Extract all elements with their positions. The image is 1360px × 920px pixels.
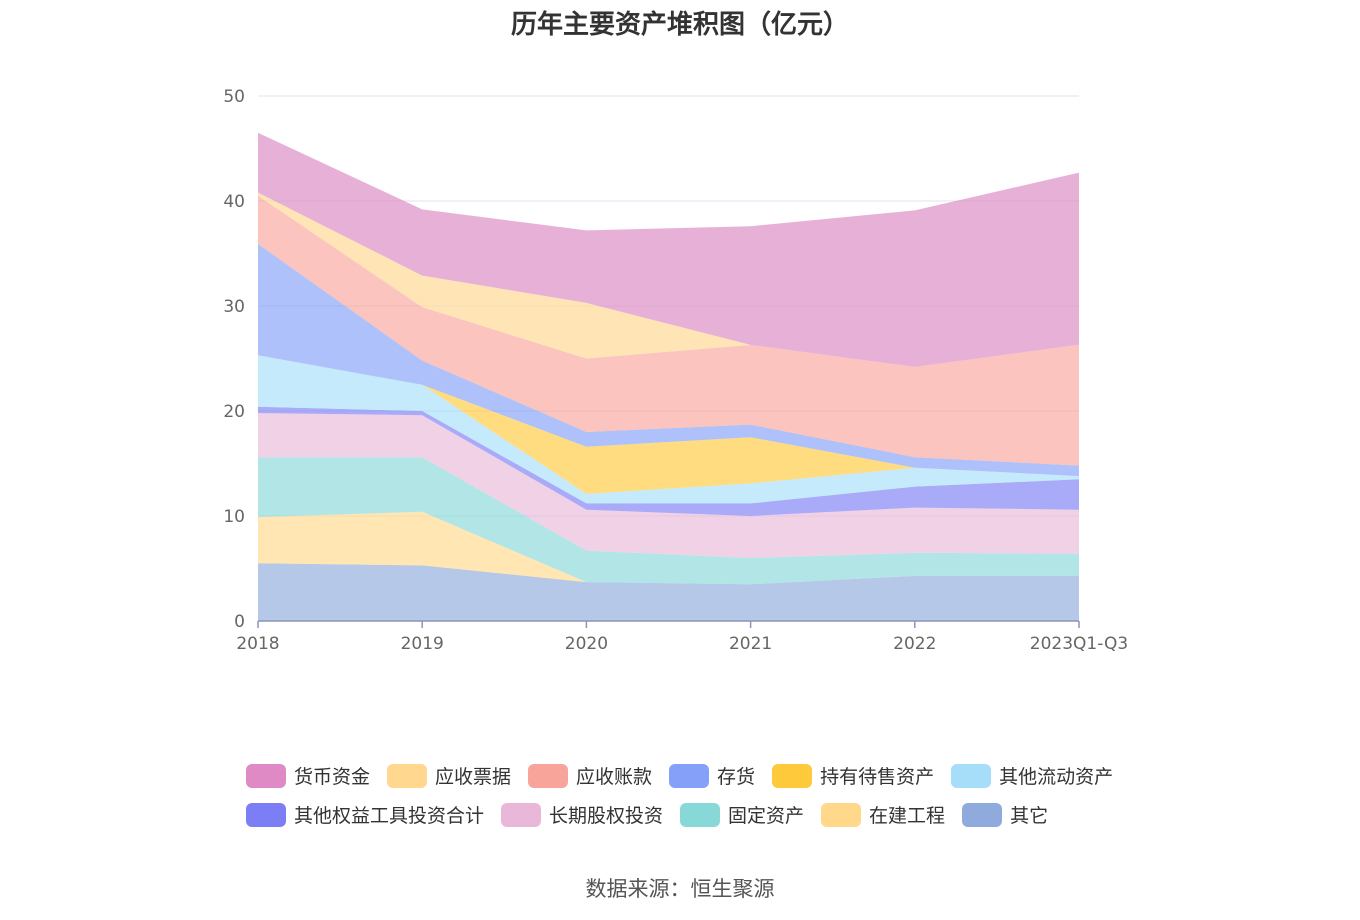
area-series-3[interactable] (258, 413, 1079, 558)
area-series-9[interactable] (258, 192, 1079, 367)
legend-label: 长期股权投资 (549, 805, 664, 827)
legend-swatch (387, 763, 428, 788)
legend-row-2: 其他权益工具投资合计 长期股权投资 固定资产 在建工程 其它 (246, 795, 1146, 834)
legend-item[interactable]: 应收票据 (387, 762, 511, 789)
data-source: 数据来源：恒生聚源 (585, 877, 775, 901)
area-series (258, 132, 1079, 621)
y-tick-label: 50 (223, 87, 245, 107)
legend-label: 在建工程 (869, 805, 946, 827)
axes: 0 10 20 30 40 50 2018 2019 2020 2021 2022 2023Q1-Q3 (223, 87, 1128, 654)
y-tick-label: 30 (223, 297, 245, 317)
x-tick-label: 2023Q1-Q3 (1030, 634, 1128, 654)
legend-item[interactable]: 固定资产 (680, 801, 804, 828)
area-series-1[interactable] (258, 511, 1079, 585)
legend: 货币资金 应收票据 应收账款 存货 持有待售资产 其他流动资产 其他权益工具投资合计 长期股… (246, 756, 1146, 834)
legend-item[interactable]: 其他流动资产 (951, 762, 1113, 789)
x-tick-label: 2021 (729, 634, 772, 654)
legend-swatch (680, 802, 721, 827)
legend-label: 其它 (1010, 805, 1049, 827)
legend-label: 存货 (717, 766, 756, 788)
stacked-area-chart: 0 10 20 30 40 50 2018 2019 2020 2021 2022 2023Q1-Q3 (223, 87, 1128, 654)
area-series-2[interactable] (258, 457, 1079, 585)
legend-label: 应收账款 (576, 766, 653, 788)
y-tick-label: 10 (223, 507, 245, 527)
y-tick-label: 40 (223, 192, 245, 212)
legend-item[interactable]: 长期股权投资 (501, 801, 663, 828)
area-series-0[interactable] (258, 563, 1079, 621)
area-series-7[interactable] (258, 244, 1079, 477)
y-tick-label: 0 (234, 612, 245, 632)
legend-swatch (246, 763, 286, 788)
legend-swatch (669, 763, 710, 788)
legend-label: 固定资产 (728, 805, 805, 827)
legend-item[interactable]: 其他权益工具投资合计 (246, 801, 484, 828)
legend-item[interactable]: 其它 (962, 801, 1048, 828)
legend-item[interactable]: 持有待售资产 (772, 762, 934, 789)
legend-item[interactable]: 存货 (669, 762, 755, 789)
area-series-6[interactable] (258, 355, 1079, 494)
legend-swatch (772, 763, 813, 788)
legend-swatch (821, 802, 862, 827)
legend-item[interactable]: 应收账款 (528, 762, 652, 789)
legend-label: 其他流动资产 (999, 766, 1114, 788)
x-tick-label: 2022 (893, 634, 936, 654)
legend-swatch (528, 763, 569, 788)
area-series-10[interactable] (258, 132, 1079, 367)
legend-item[interactable]: 在建工程 (821, 801, 945, 828)
area-series-8[interactable] (258, 195, 1079, 466)
area-series-4[interactable] (258, 406, 1079, 516)
y-tick-label: 20 (223, 402, 245, 422)
area-series-5[interactable] (258, 355, 1079, 504)
legend-swatch (951, 763, 992, 788)
x-tick-label: 2020 (565, 634, 608, 654)
x-tick-label: 2018 (236, 634, 279, 654)
legend-swatch (962, 802, 1003, 827)
chart-title: 历年主要资产堆积图（亿元） (510, 10, 849, 40)
x-tick-label: 2019 (401, 634, 444, 654)
legend-row-1: 货币资金 应收票据 应收账款 存货 持有待售资产 其他流动资产 (246, 756, 1146, 795)
legend-item[interactable]: 货币资金 (246, 762, 370, 789)
legend-swatch (501, 802, 542, 827)
legend-label: 货币资金 (294, 766, 371, 788)
legend-label: 持有待售资产 (820, 766, 935, 788)
legend-swatch (246, 802, 286, 827)
legend-label: 应收票据 (435, 766, 512, 788)
legend-label: 其他权益工具投资合计 (294, 805, 485, 827)
